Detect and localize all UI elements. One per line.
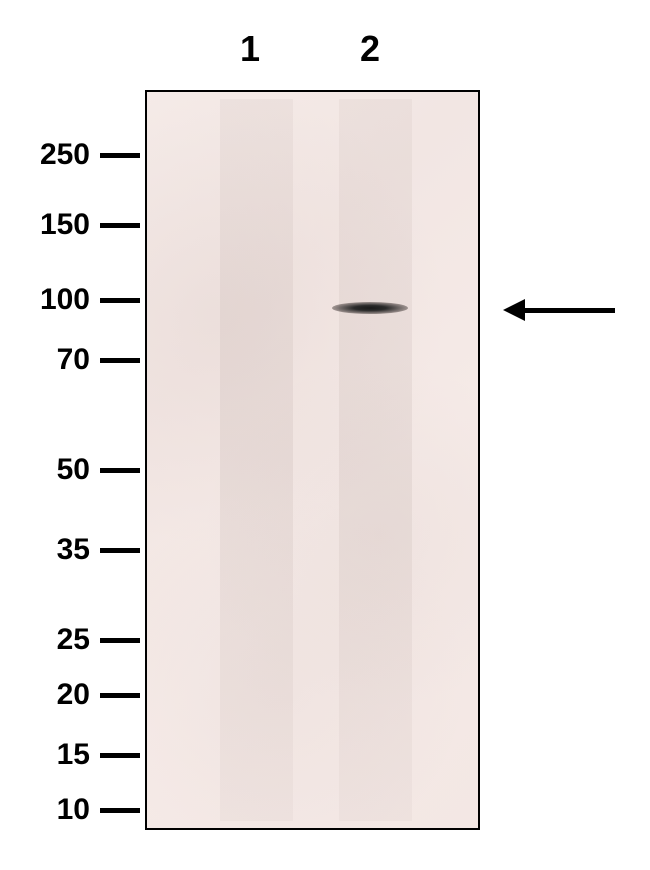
marker-label: 100: [40, 283, 90, 317]
marker-tick: [100, 548, 140, 553]
marker-label: 25: [57, 623, 90, 657]
marker-tick: [100, 358, 140, 363]
marker-label: 250: [40, 138, 90, 172]
marker-tick: [100, 638, 140, 643]
membrane-texture: [147, 92, 478, 828]
marker-tick: [100, 693, 140, 698]
marker-label: 70: [57, 343, 90, 377]
blot-membrane: [145, 90, 480, 830]
marker-tick: [100, 753, 140, 758]
protein-band-lane2: [332, 302, 408, 314]
lane-label-2: 2: [360, 28, 380, 70]
marker-label: 150: [40, 208, 90, 242]
arrow-head-icon: [503, 299, 525, 321]
marker-label: 20: [57, 678, 90, 712]
marker-tick: [100, 153, 140, 158]
lane-streak-2: [339, 99, 412, 820]
marker-tick: [100, 808, 140, 813]
marker-tick: [100, 223, 140, 228]
western-blot-figure: 1 2 250 150 100 70 50 35 25 20 15 10: [0, 0, 650, 870]
marker-label: 15: [57, 738, 90, 772]
marker-label: 50: [57, 453, 90, 487]
lane-streak-1: [220, 99, 293, 820]
marker-label: 35: [57, 533, 90, 567]
lane-label-1: 1: [240, 28, 260, 70]
marker-tick: [100, 298, 140, 303]
marker-tick: [100, 468, 140, 473]
marker-label: 10: [57, 793, 90, 827]
arrow-shaft: [525, 308, 615, 313]
